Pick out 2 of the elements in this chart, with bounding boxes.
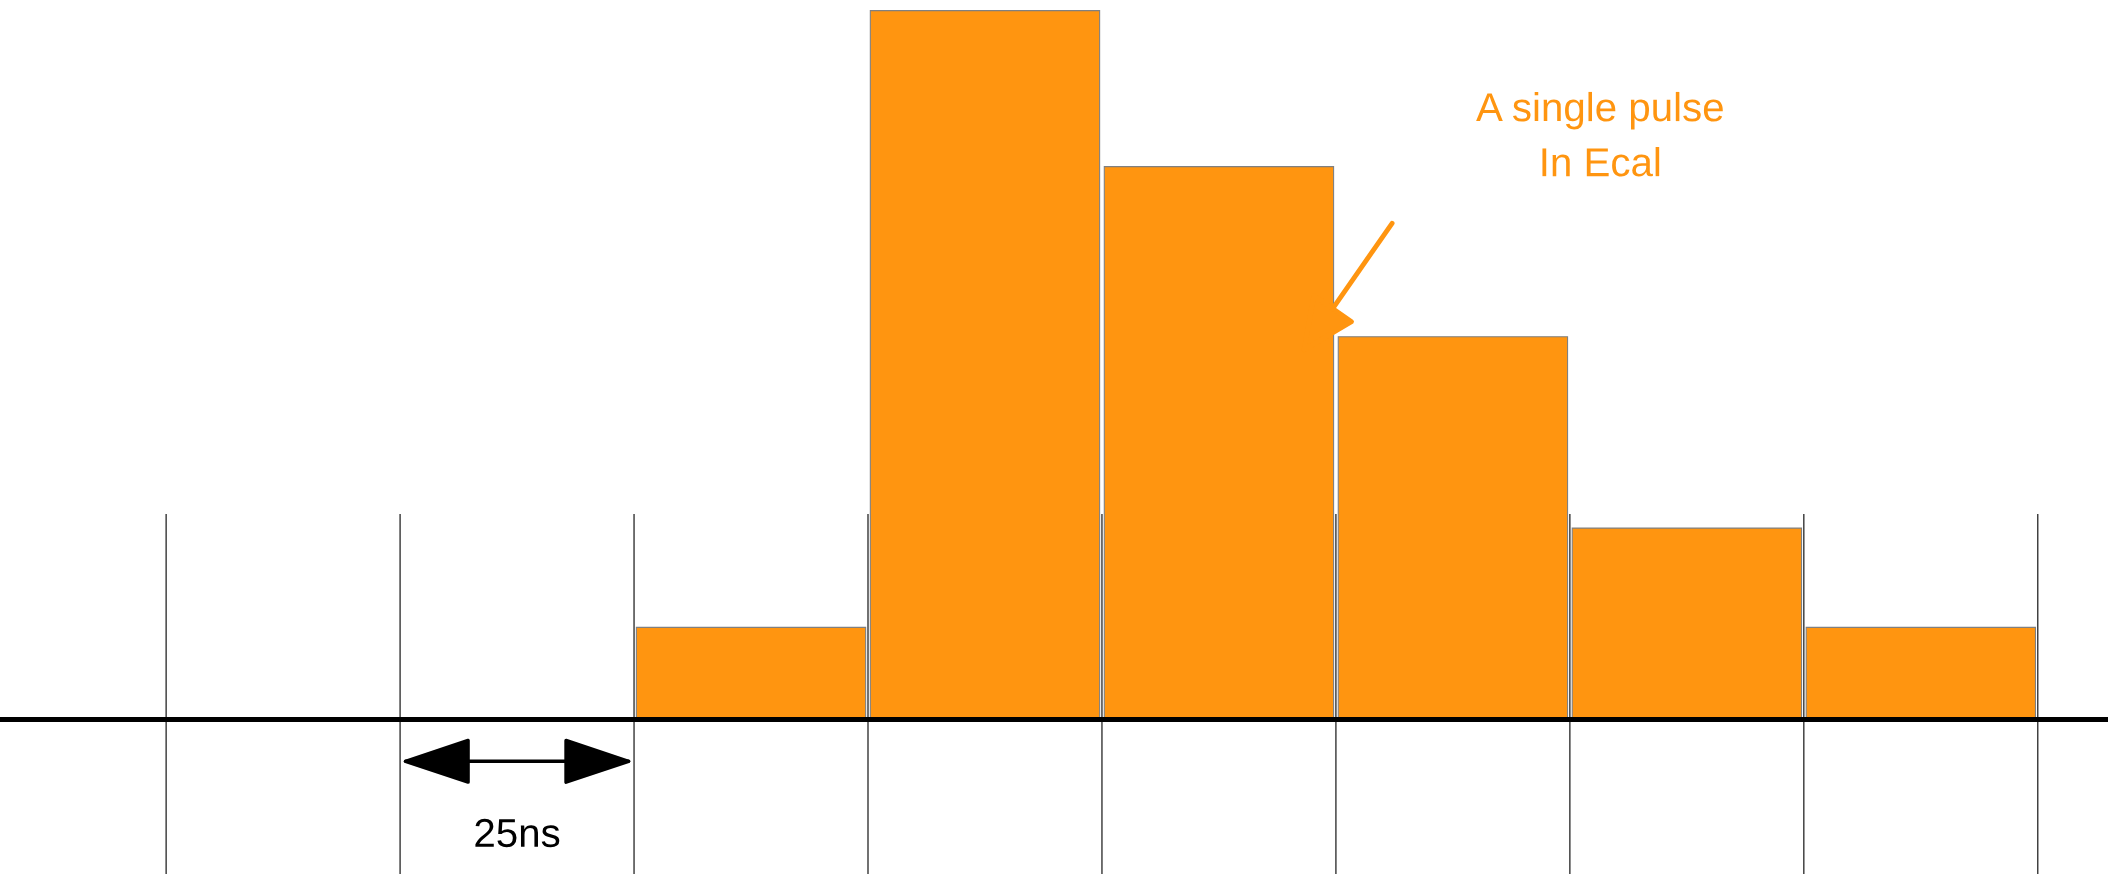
text: 25ns	[475, 818, 560, 848]
annotation: A single pulse In Ecal	[1476, 91, 1723, 177]
